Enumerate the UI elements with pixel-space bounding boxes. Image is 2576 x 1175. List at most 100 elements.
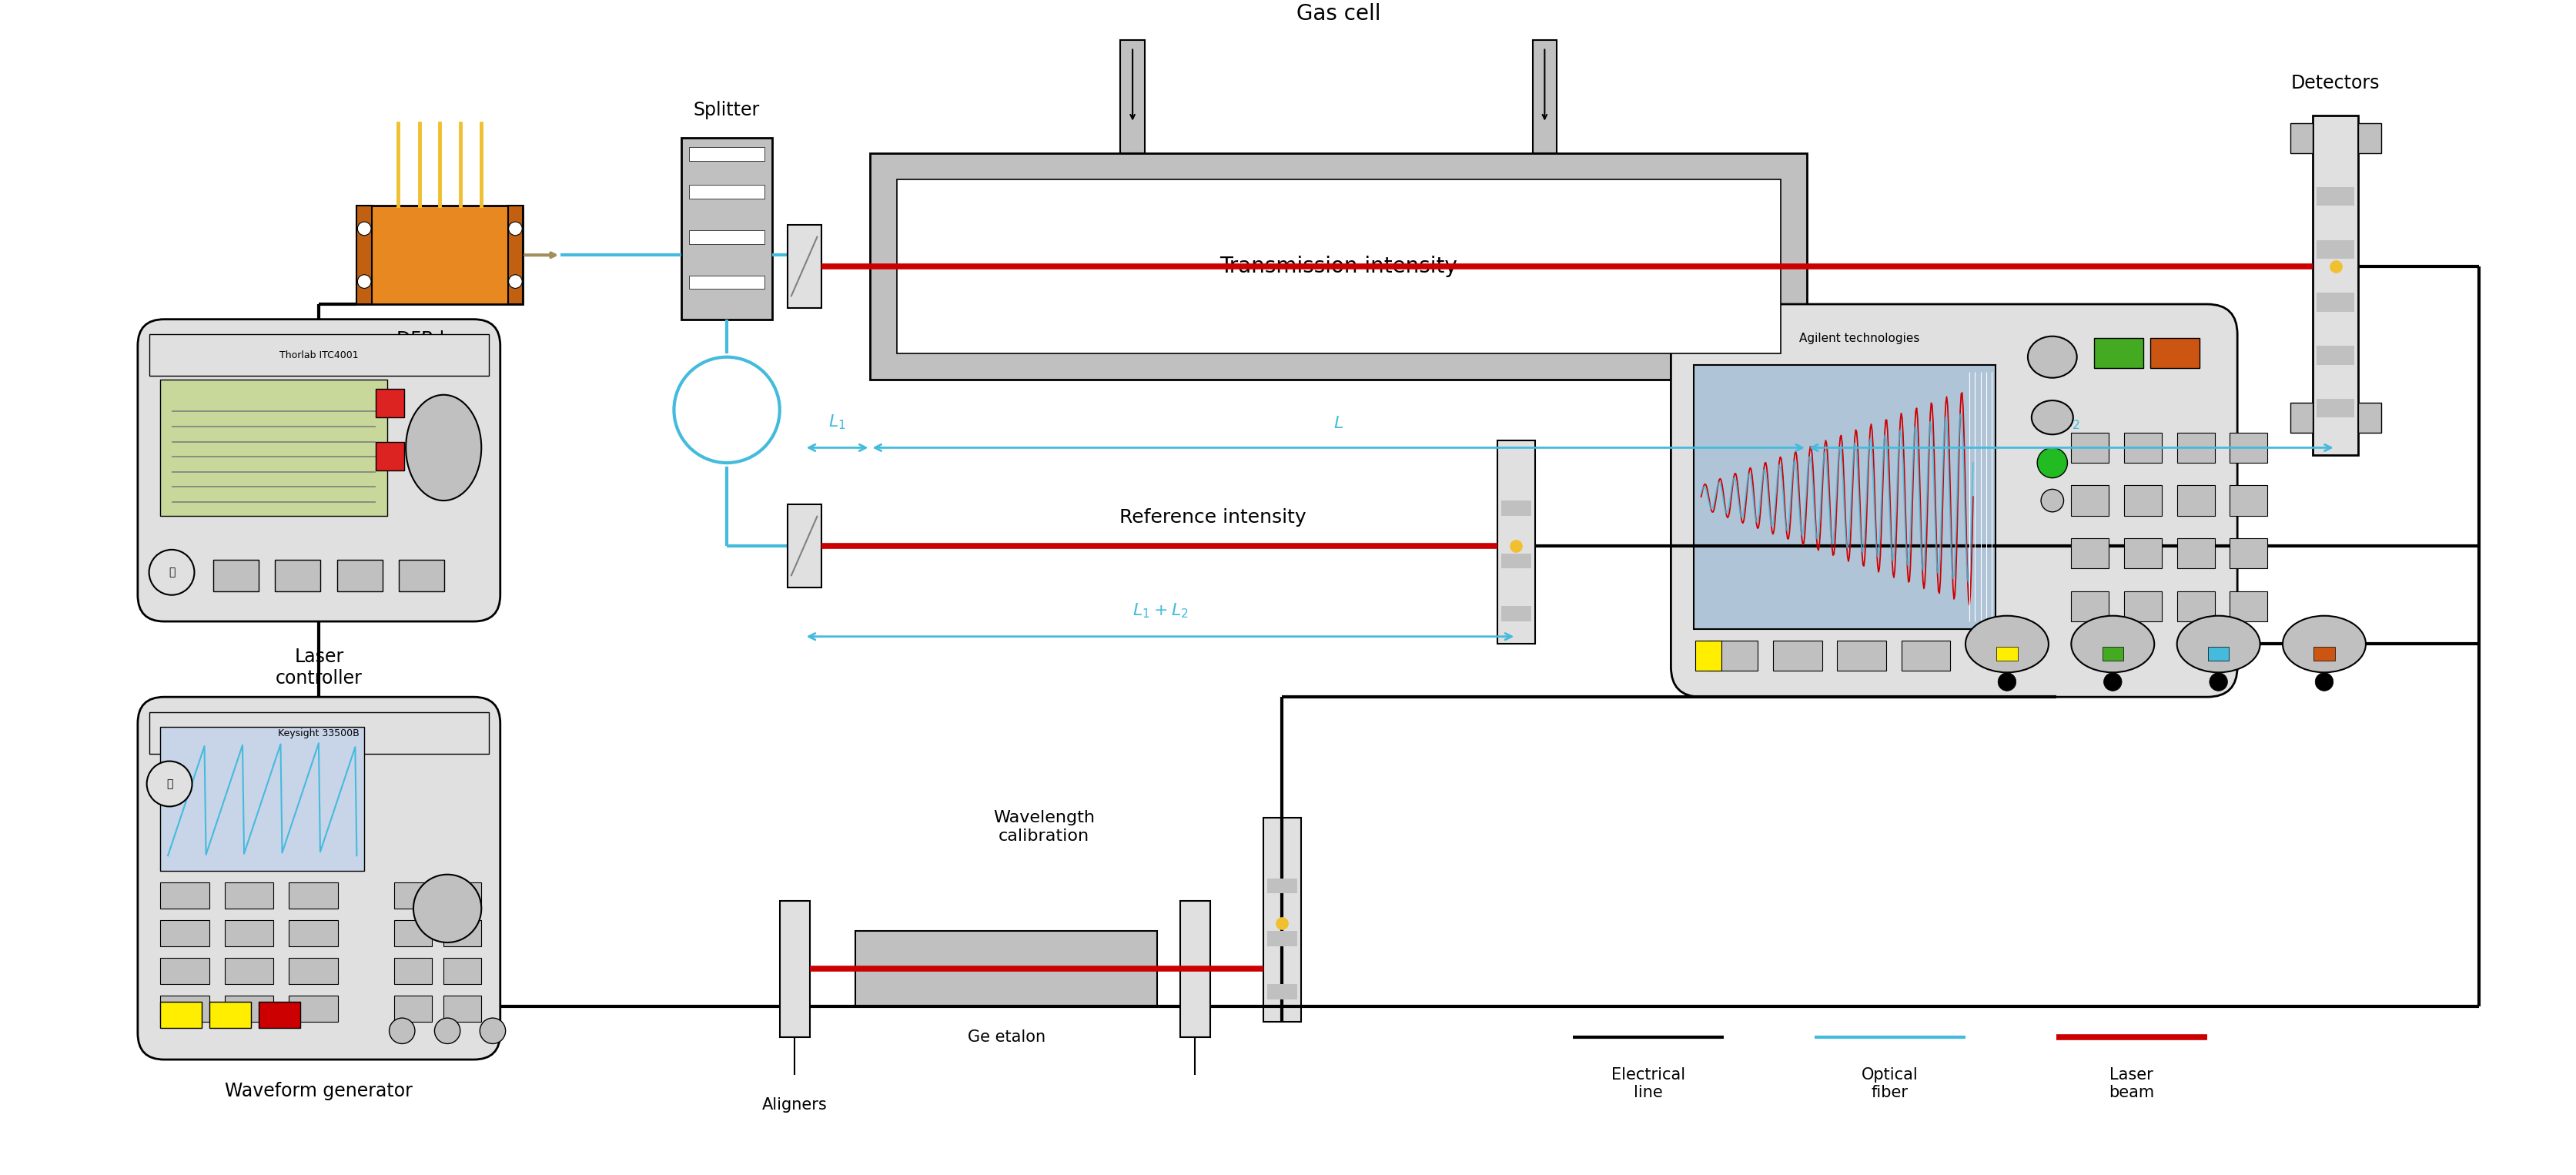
Text: Aligners: Aligners: [762, 1097, 827, 1113]
Bar: [788, 504, 822, 588]
Ellipse shape: [2027, 336, 2076, 378]
Circle shape: [1999, 673, 2017, 691]
Bar: [376, 442, 404, 470]
Bar: [1180, 901, 1211, 1036]
Bar: [2125, 485, 2161, 516]
Bar: [289, 920, 337, 946]
Bar: [443, 958, 482, 983]
Bar: [1837, 640, 1886, 671]
Bar: [2290, 402, 2313, 432]
Bar: [2071, 591, 2110, 622]
Bar: [2231, 485, 2267, 516]
Bar: [688, 147, 765, 161]
Ellipse shape: [2177, 616, 2259, 672]
Bar: [1695, 640, 1721, 671]
Bar: [1901, 640, 1950, 671]
Bar: [355, 206, 371, 304]
Bar: [1121, 40, 1144, 153]
Text: Laser
beam: Laser beam: [2110, 1067, 2154, 1100]
FancyBboxPatch shape: [137, 320, 500, 622]
Bar: [2177, 538, 2215, 569]
Bar: [2177, 485, 2215, 516]
Bar: [394, 958, 433, 983]
Bar: [276, 559, 319, 591]
Bar: [1502, 606, 1530, 622]
Bar: [2177, 591, 2215, 622]
Bar: [209, 1001, 250, 1028]
Bar: [2125, 591, 2161, 622]
Bar: [2208, 647, 2228, 660]
Bar: [1772, 640, 1821, 671]
Bar: [688, 230, 765, 243]
Bar: [2316, 240, 2354, 258]
FancyBboxPatch shape: [137, 697, 500, 1060]
Bar: [224, 958, 273, 983]
Bar: [399, 559, 443, 591]
Bar: [2313, 647, 2334, 660]
Circle shape: [412, 874, 482, 942]
Bar: [1708, 640, 1757, 671]
Text: Splitter: Splitter: [693, 101, 760, 119]
Ellipse shape: [407, 395, 482, 501]
Bar: [1533, 40, 1556, 153]
Bar: [855, 931, 1157, 1007]
Bar: [2357, 123, 2380, 153]
Text: $L_1$: $L_1$: [829, 412, 845, 431]
Ellipse shape: [2032, 401, 2074, 435]
Text: $L_2$: $L_2$: [2063, 412, 2079, 431]
Bar: [688, 184, 765, 199]
Text: ⏻: ⏻: [167, 779, 173, 790]
Text: Detectors: Detectors: [2290, 74, 2380, 93]
Bar: [443, 920, 482, 946]
Bar: [2177, 432, 2215, 463]
Bar: [289, 958, 337, 983]
Bar: [289, 995, 337, 1022]
Circle shape: [358, 275, 371, 288]
Bar: [160, 882, 209, 908]
Text: Keysight 33500B: Keysight 33500B: [278, 728, 361, 738]
Bar: [507, 206, 523, 304]
Bar: [160, 995, 209, 1022]
Circle shape: [2316, 673, 2334, 691]
Bar: [781, 901, 809, 1036]
Text: Reference intensity: Reference intensity: [1121, 509, 1306, 528]
Bar: [2125, 432, 2161, 463]
Ellipse shape: [1965, 616, 2048, 672]
Bar: [224, 995, 273, 1022]
Bar: [1262, 818, 1301, 1022]
Bar: [1502, 501, 1530, 516]
Bar: [443, 995, 482, 1022]
Bar: [376, 389, 404, 417]
Circle shape: [358, 222, 371, 235]
Bar: [2071, 485, 2110, 516]
Bar: [2071, 432, 2110, 463]
Text: Transmission intensity: Transmission intensity: [1221, 256, 1458, 277]
Bar: [2313, 115, 2357, 455]
Bar: [2316, 398, 2354, 417]
Text: Wavelength
calibration: Wavelength calibration: [994, 811, 1095, 844]
Text: Electrical
line: Electrical line: [1610, 1067, 1685, 1100]
Bar: [2316, 345, 2354, 364]
Ellipse shape: [2071, 616, 2154, 672]
Bar: [394, 995, 433, 1022]
Bar: [160, 1001, 201, 1028]
Bar: [1267, 878, 1298, 893]
Bar: [2071, 538, 2110, 569]
Circle shape: [507, 222, 523, 235]
Text: ⏻: ⏻: [167, 568, 175, 578]
Bar: [788, 224, 822, 308]
Bar: [1267, 931, 1298, 946]
Bar: [1267, 983, 1298, 999]
Bar: [683, 137, 773, 320]
Bar: [2231, 591, 2267, 622]
Circle shape: [2210, 673, 2228, 691]
Bar: [355, 206, 523, 304]
Text: $L_1+L_2$: $L_1+L_2$: [1131, 602, 1188, 620]
Bar: [289, 882, 337, 908]
Bar: [394, 882, 433, 908]
Bar: [688, 275, 765, 289]
Text: Laser
controller: Laser controller: [276, 647, 363, 687]
Bar: [2151, 338, 2200, 369]
Bar: [1996, 647, 2017, 660]
Bar: [2125, 538, 2161, 569]
